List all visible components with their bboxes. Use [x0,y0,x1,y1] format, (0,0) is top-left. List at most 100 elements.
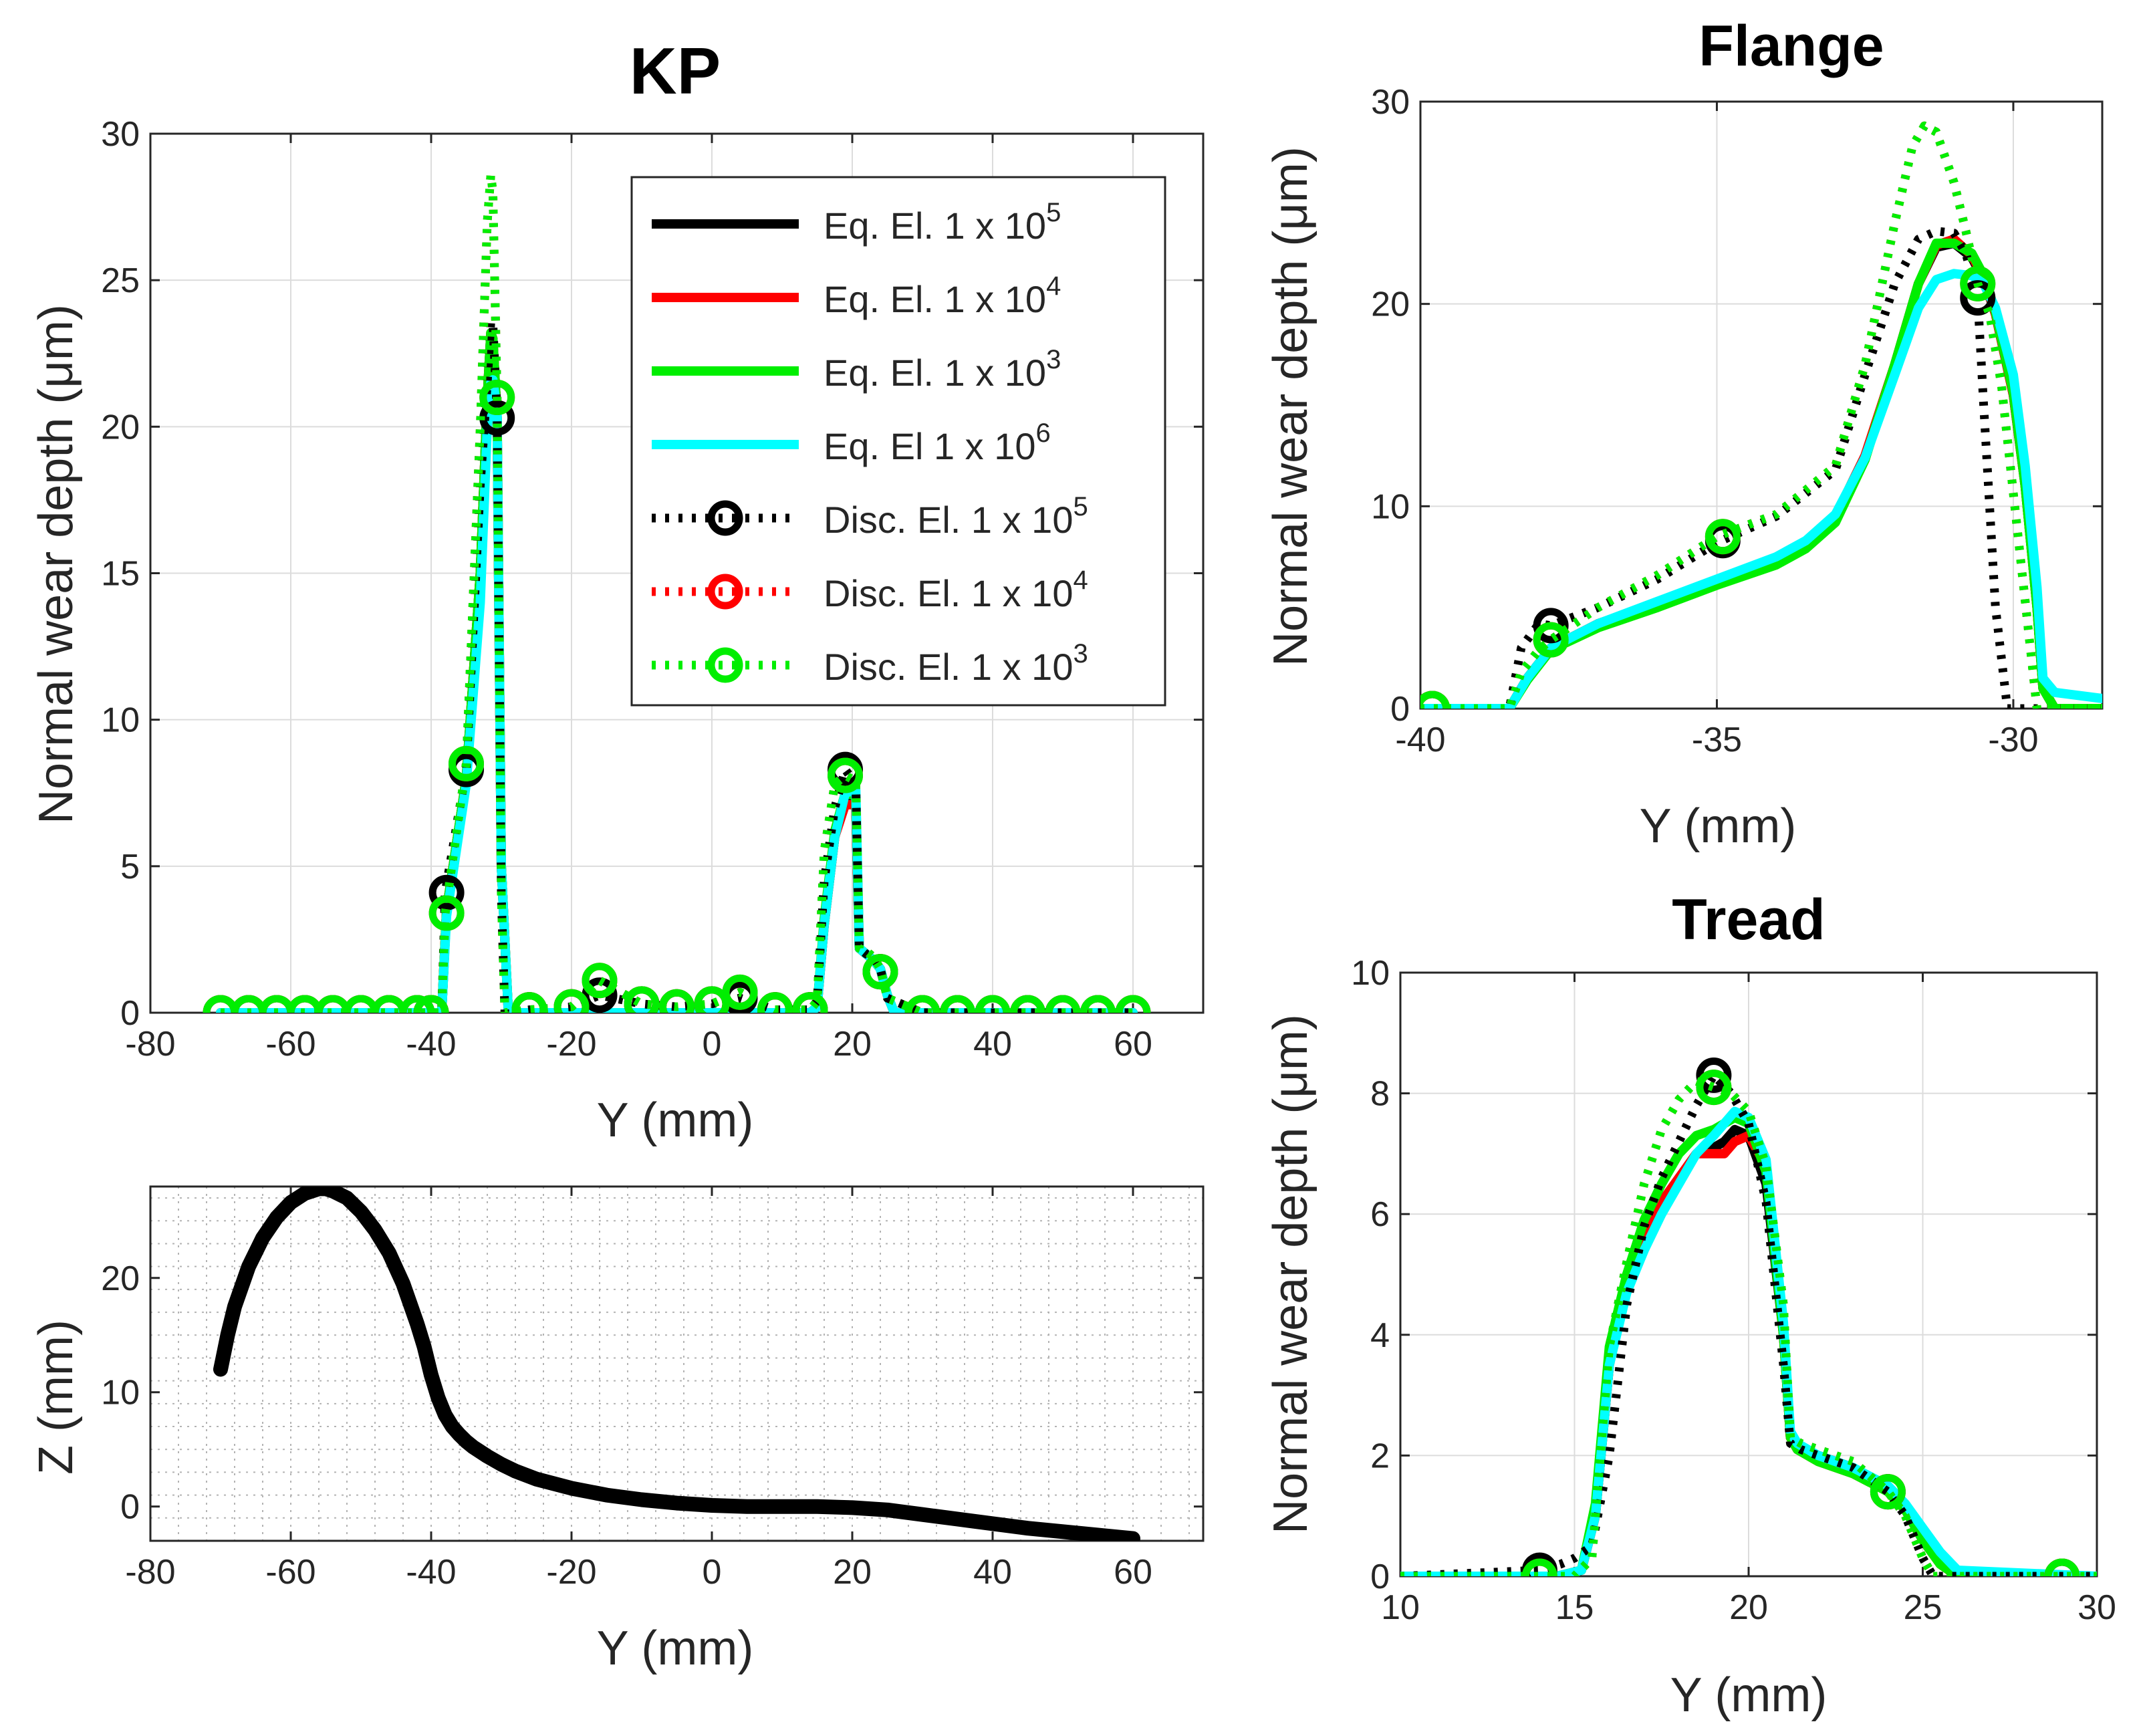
profile-axes: -80 -60 -40 -20 0 20 40 60 0 10 20 [101,1185,1205,1592]
tread-ytick-label: 10 [1351,954,1390,993]
profile-series-line-0 [213,1187,1140,1541]
kp-series-marker-6 [582,963,618,999]
legend-label-exponent: 5 [1046,198,1061,227]
profile-ytick-label: 0 [120,1488,140,1527]
kp-series-marker-4 [582,977,618,1013]
flange-axis-frame [1419,100,2104,710]
kp-ytick-label: 30 [101,115,140,154]
legend-label-4: Disc. El. 1 x 105 [824,492,1088,541]
tread-xtick-label: 25 [1904,1588,1942,1627]
profile-ytick-label: 20 [101,1259,140,1298]
kp-series-marker-6 [203,995,239,1013]
legend-label-6: Disc. El. 1 x 103 [824,639,1088,688]
tread-panel: Tread Y (mm) Normal wear depth (μm) 10 15… [1264,888,2116,1722]
tread-series-marker-4 [1696,1058,1732,1094]
profile-panel: Y (mm) Z (mm) -80 -60 -40 -20 0 20 40 60 0 10 20 [29,1185,1205,1675]
kp-series-marker-4 [428,874,465,910]
kp-series-marker-6 [511,992,547,1013]
legend-label-5: Disc. El. 1 x 104 [824,566,1088,614]
profile-series-group [213,1187,1140,1541]
legend-label-1: Eq. El. 1 x 104 [824,271,1061,320]
profile-axis-frame [149,1185,1205,1542]
kp-series-marker-6 [1080,995,1116,1013]
profile-xtick-label: -40 [406,1553,456,1592]
tread-xtick-label: 15 [1555,1588,1594,1627]
flange-ylabel: Normal wear depth (μm) [1264,146,1317,666]
legend-label-0: Eq. El. 1 x 105 [824,198,1061,247]
legend-label-text: Disc. El. 1 x 10 [824,572,1073,614]
flange-title: Flange [1698,14,1884,78]
flange-series-line-3 [1420,269,2102,709]
kp-series-marker-6 [792,992,828,1013]
legend-label-3: Eq. El 1 x 106 [824,418,1051,467]
kp-xtick-label: -20 [546,1025,596,1064]
legend-label-text: Eq. El. 1 x 10 [824,352,1046,394]
tread-ytick-label: 0 [1370,1558,1390,1596]
tread-series-line-6 [1400,1077,2097,1576]
kp-series-marker-6 [659,989,695,1013]
profile-xtick-label: 0 [703,1553,722,1592]
tread-series-marker-6 [1521,1558,1557,1576]
profile-xtick-label: -20 [546,1553,596,1592]
kp-series-marker-6 [449,745,484,781]
kp-series-marker-6 [757,992,793,1013]
legend-label-exponent: 4 [1073,566,1088,595]
tread-xlabel: Y (mm) [1670,1668,1828,1722]
kp-xtick-label: -40 [406,1025,456,1064]
tread-series-marker-6 [1696,1070,1732,1106]
kp-ytick-label: 10 [101,701,140,740]
tread-series-marker-6 [2044,1558,2080,1576]
kp-xtick-label: 40 [973,1025,1012,1064]
flange-series-group [1420,121,2102,709]
kp-ylabel: Normal wear depth (μm) [29,304,83,824]
flange-panel: Flange Y (mm) Normal wear depth (μm) -40… [1264,14,2104,853]
tread-ytick-label: 2 [1370,1437,1390,1475]
kp-series-marker-6 [428,895,465,931]
kp-series-marker-6 [862,954,898,990]
legend-box [630,176,1166,707]
legend-label-text: Eq. El 1 x 10 [824,425,1036,467]
tread-xtick-label: 30 [2077,1588,2116,1627]
flange-xtick-label: -40 [1395,721,1445,759]
kp-series-marker-6 [1045,995,1081,1013]
profile-xtick-label: 20 [833,1553,872,1592]
profile-xtick-label: -80 [125,1553,175,1592]
legend-marker-6 [707,647,743,683]
flange-xtick-label: -30 [1988,721,2038,759]
profile-xlabel: Y (mm) [597,1622,754,1675]
tread-series-marker-6 [1870,1474,1906,1510]
profile-plot-area [150,1187,1203,1541]
tread-title: Tread [1672,888,1825,952]
flange-ytick-label: 0 [1390,690,1410,729]
legend-label-exponent: 4 [1046,271,1061,301]
kp-series-marker-6 [315,995,351,1013]
tread-ylabel: Normal wear depth (μm) [1264,1014,1317,1534]
flange-xtick-label: -35 [1692,721,1742,759]
kp-ytick-label: 25 [101,261,140,300]
legend-label-text: Eq. El. 1 x 10 [824,278,1046,320]
profile-xtick-label: 40 [973,1553,1012,1592]
kp-series [203,170,1151,1013]
kp-series-marker-6 [940,995,975,1013]
flange-ytick-label: 30 [1371,83,1410,122]
kp-xtick-label: 0 [703,1025,722,1064]
legend-label-2: Eq. El. 1 x 103 [824,345,1061,394]
flange-series-marker-6 [1705,519,1741,555]
kp-series-marker-6 [624,986,660,1013]
kp-series-marker-6 [399,995,435,1013]
kp-series-marker-6 [975,995,1011,1013]
kp-xtick-label: -60 [265,1025,316,1064]
kp-title: KP [630,34,721,108]
tread-xtick-label: 20 [1729,1588,1768,1627]
kp-ytick-label: 15 [101,555,140,594]
flange-axes: -40 -35 -30 0 10 20 30 [1371,83,2104,759]
flange-plot-area [1420,102,2102,709]
kp-ytick-label: 0 [120,994,140,1033]
legend-label-text: Disc. El. 1 x 10 [824,499,1073,541]
flange-series-marker-6 [1420,691,1451,709]
legend-marker-4 [707,500,743,536]
tread-series-group [1400,1058,2097,1576]
kp-series-marker-6 [1010,995,1045,1013]
profile-series [213,1187,1140,1541]
